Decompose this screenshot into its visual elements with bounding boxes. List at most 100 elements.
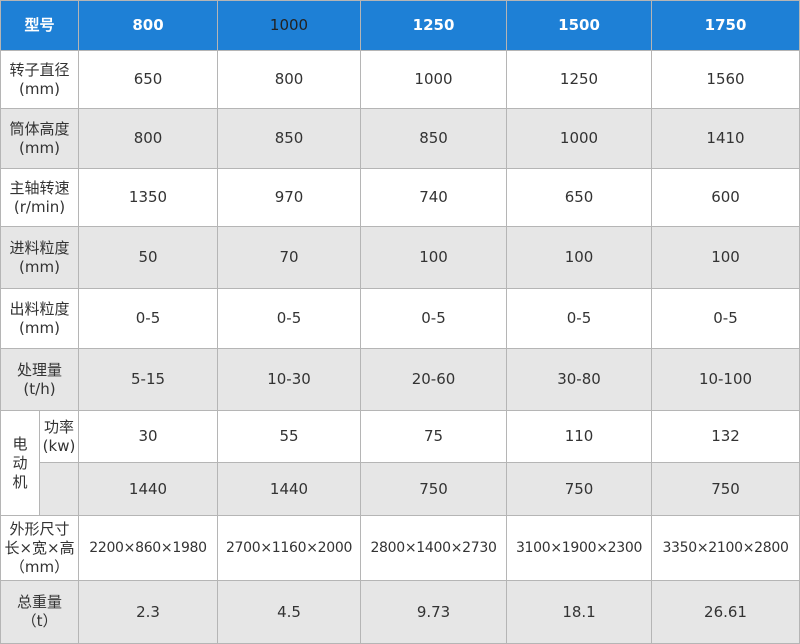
label-line: 功率 bbox=[44, 417, 75, 436]
label-line: (mm) bbox=[19, 79, 60, 98]
cell: 850 bbox=[360, 108, 508, 169]
cell: 650 bbox=[506, 168, 653, 227]
table-row: 出料粒度 (mm) 0-5 0-5 0-5 0-5 0-5 bbox=[0, 288, 800, 349]
cell: 1440 bbox=[217, 462, 362, 516]
row-label: 主轴转速 (r/min) bbox=[0, 168, 80, 227]
row-label: 功率 (kw) bbox=[38, 410, 80, 463]
cell: 600 bbox=[651, 168, 800, 227]
cell: 3100×1900×2300 bbox=[506, 515, 653, 581]
cell: 2200×860×1980 bbox=[78, 515, 219, 581]
cell: 70 bbox=[217, 226, 362, 289]
label-line: (mm) bbox=[19, 318, 60, 337]
cell: 0-5 bbox=[506, 288, 653, 349]
header-model: 1000 bbox=[217, 0, 362, 51]
table-row: 处理量 (t/h) 5-15 10-30 20-60 30-80 10-100 bbox=[0, 348, 800, 411]
cell: 4.5 bbox=[217, 580, 362, 644]
header-model: 1750 bbox=[651, 0, 800, 51]
cell: 100 bbox=[360, 226, 508, 289]
cell: 750 bbox=[651, 462, 800, 516]
cell: 9.73 bbox=[360, 580, 508, 644]
label-line: 处理量 bbox=[17, 360, 63, 379]
row-label: 外形尺寸 长×宽×高 （mm） bbox=[0, 515, 80, 581]
label-line: 机 bbox=[12, 472, 28, 491]
cell: 800 bbox=[217, 50, 362, 109]
cell: 2.3 bbox=[78, 580, 219, 644]
cell: 100 bbox=[506, 226, 653, 289]
cell: 650 bbox=[78, 50, 219, 109]
cell: 3350×2100×2800 bbox=[651, 515, 800, 581]
header-model: 1250 bbox=[360, 0, 508, 51]
cell: 1350 bbox=[78, 168, 219, 227]
cell: 0-5 bbox=[78, 288, 219, 349]
label-line: 转子直径 bbox=[9, 60, 70, 79]
label-line: (mm) bbox=[19, 257, 60, 276]
label-line: 长×宽×高 bbox=[4, 538, 75, 557]
table-row: 型号 800 1000 1250 1500 1750 bbox=[0, 0, 800, 51]
cell: 26.61 bbox=[651, 580, 800, 644]
cell: 1410 bbox=[651, 108, 800, 169]
cell: 750 bbox=[506, 462, 653, 516]
label-line: (kw) bbox=[42, 436, 76, 455]
label-line: 总重量 bbox=[17, 593, 63, 611]
cell: 18.1 bbox=[506, 580, 653, 644]
cell: 740 bbox=[360, 168, 508, 227]
table-row: 总重量 （t） 2.3 4.5 9.73 18.1 26.61 bbox=[0, 580, 800, 644]
cell: 10-30 bbox=[217, 348, 362, 411]
cell: 20-60 bbox=[360, 348, 508, 411]
cell: 0-5 bbox=[651, 288, 800, 349]
label-line: 电 bbox=[12, 434, 28, 453]
label-line: 筒体高度 bbox=[9, 119, 70, 138]
cell: 0-5 bbox=[217, 288, 362, 349]
header-label: 型号 bbox=[0, 0, 80, 51]
cell: 30-80 bbox=[506, 348, 653, 411]
label-line: (mm) bbox=[19, 138, 60, 157]
label-line: 进料粒度 bbox=[9, 238, 70, 257]
label-line: 动 bbox=[12, 453, 28, 472]
label-line: （mm） bbox=[9, 557, 70, 576]
table-row: 外形尺寸 长×宽×高 （mm） 2200×860×1980 2700×1160×2000… bbox=[0, 515, 800, 581]
motor-label: 电动机 bbox=[0, 410, 40, 516]
cell: 75 bbox=[360, 410, 508, 463]
cell: 50 bbox=[78, 226, 219, 289]
cell: 1000 bbox=[360, 50, 508, 109]
label-line: (t/h) bbox=[23, 379, 56, 398]
cell: 1250 bbox=[506, 50, 653, 109]
label-line: （t） bbox=[21, 612, 58, 630]
row-label: 处理量 (t/h) bbox=[0, 348, 80, 411]
table-row: 主轴转速 (r/min) 1350 970 740 650 600 bbox=[0, 168, 800, 227]
cell: 10-100 bbox=[651, 348, 800, 411]
table-row: 1440 1440 750 750 750 bbox=[1, 462, 800, 516]
cell: 100 bbox=[651, 226, 800, 289]
cell: 5-15 bbox=[78, 348, 219, 411]
table-row: 进料粒度 (mm) 50 70 100 100 100 bbox=[0, 226, 800, 289]
cell: 2700×1160×2000 bbox=[217, 515, 362, 581]
cell: 850 bbox=[217, 108, 362, 169]
cell: 750 bbox=[360, 462, 508, 516]
label-line: (r/min) bbox=[13, 197, 66, 216]
header-model: 1500 bbox=[506, 0, 653, 51]
table-row: 电动机功率 (kw) 30 55 75 110 132 bbox=[0, 410, 800, 516]
cell: 970 bbox=[217, 168, 362, 227]
cell: 2800×1400×2730 bbox=[360, 515, 508, 581]
cell: 110 bbox=[506, 410, 653, 463]
row-label: 筒体高度 (mm) bbox=[0, 108, 80, 169]
row-label: 出料粒度 (mm) bbox=[0, 288, 80, 349]
cell: 55 bbox=[217, 410, 362, 463]
cell: 800 bbox=[78, 108, 219, 169]
cell: 1000 bbox=[506, 108, 653, 169]
cell: 30 bbox=[78, 410, 219, 463]
row-label bbox=[38, 462, 80, 516]
row-label: 总重量 （t） bbox=[0, 580, 80, 644]
label-line: 主轴转速 bbox=[9, 178, 70, 197]
row-label: 转子直径 (mm) bbox=[0, 50, 80, 109]
cell: 0-5 bbox=[360, 288, 508, 349]
table-row: 筒体高度 (mm) 800 850 850 1000 1410 bbox=[0, 108, 800, 169]
header-model: 800 bbox=[78, 0, 219, 51]
cell: 1440 bbox=[78, 462, 219, 516]
table-row: 转子直径 (mm) 650 800 1000 1250 1560 bbox=[0, 50, 800, 109]
cell: 132 bbox=[651, 410, 800, 463]
cell: 1560 bbox=[651, 50, 800, 109]
label-line: 出料粒度 bbox=[9, 299, 70, 318]
